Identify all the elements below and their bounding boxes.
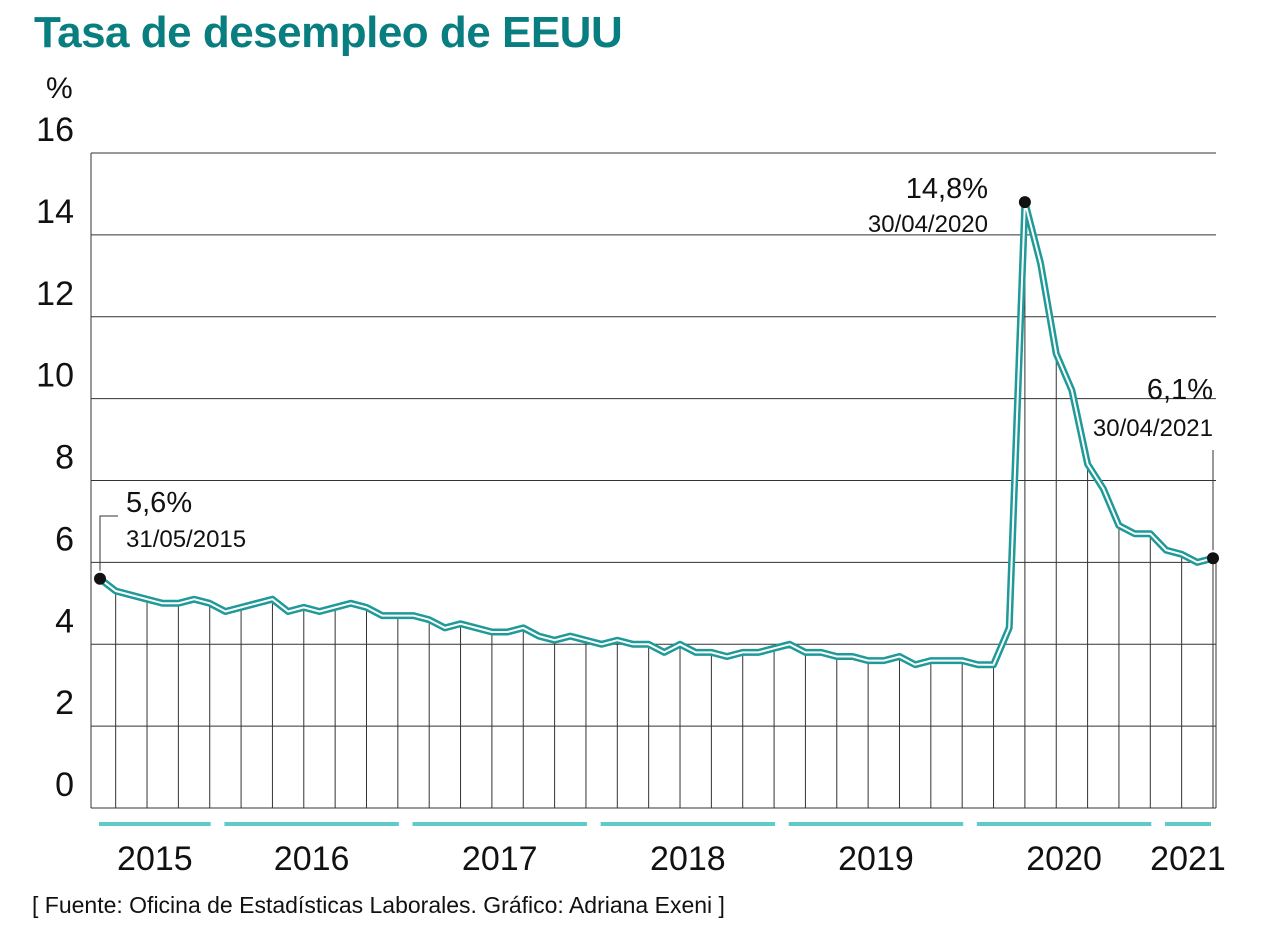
annotation-layer: 5,6% 31/05/2015 14,8% 30/04/2020 6,1% 30/04/2… xyxy=(94,173,1219,585)
y-tick-label-8: 8 xyxy=(55,439,74,477)
series-line xyxy=(96,198,1217,669)
year-label-2017: 2017 xyxy=(462,840,538,878)
y-axis-unit-label: % xyxy=(46,72,73,105)
y-tick-label-4: 4 xyxy=(55,602,74,640)
series-line-inner xyxy=(99,201,1214,666)
grid-layer xyxy=(90,152,1217,809)
y-tick-label-16: 16 xyxy=(36,111,74,149)
annotation-point xyxy=(94,572,106,585)
annotation-value: 14,8% xyxy=(906,173,988,205)
y-tick-label-2: 2 xyxy=(55,684,74,722)
year-label-2020: 2020 xyxy=(1026,840,1102,878)
series-layer xyxy=(96,198,1217,669)
y-tick-label-0: 0 xyxy=(55,766,74,804)
annotation-value: 6,1% xyxy=(1147,374,1213,406)
source-note: [ Fuente: Oficina de Estadísticas Labora… xyxy=(32,892,725,918)
annotation-point xyxy=(1018,196,1031,209)
annotation-date: 30/04/2021 xyxy=(1093,415,1213,442)
annotation-value: 5,6% xyxy=(126,487,192,519)
annotation-date: 30/04/2020 xyxy=(868,211,988,238)
y-tick-label-6: 6 xyxy=(55,520,74,558)
y-tick-label-12: 12 xyxy=(36,275,74,313)
year-label-2016: 2016 xyxy=(274,840,350,878)
year-label-2015: 2015 xyxy=(117,840,193,878)
year-label-2018: 2018 xyxy=(650,840,726,878)
annotation-date: 31/05/2015 xyxy=(126,526,246,553)
x-axis-years: 2015 2016 2017 2018 2019 2020 2021 xyxy=(99,822,1226,878)
year-label-2021: 2021 xyxy=(1150,840,1226,878)
y-tick-label-14: 14 xyxy=(36,193,74,231)
year-label-2019: 2019 xyxy=(838,840,914,878)
y-axis: 0 2 4 6 8 10 12 14 16 xyxy=(36,111,74,804)
y-tick-label-10: 10 xyxy=(36,357,74,395)
annotation-point xyxy=(1207,552,1219,565)
chart-title: Tasa de desempleo de EEUU xyxy=(34,8,623,57)
annotation-leader xyxy=(99,515,118,571)
